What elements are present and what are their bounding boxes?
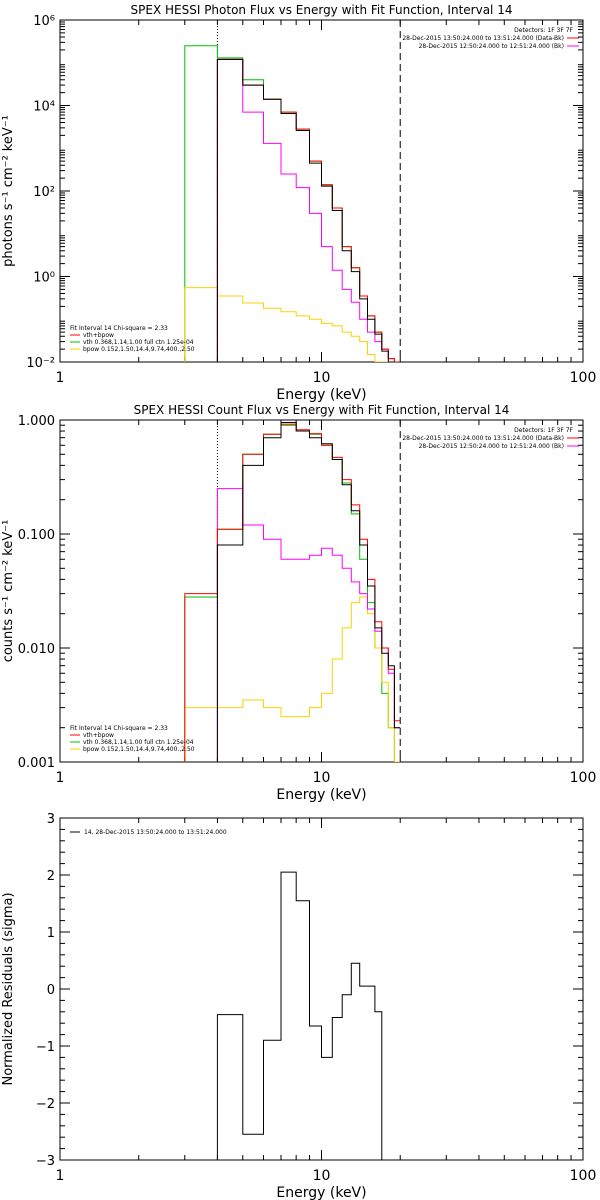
legend-entry: 28-Dec-2015 13:50:24.000 to 13:51:24.000… <box>402 35 564 42</box>
x-tick-label: 10 <box>313 770 331 786</box>
y-axis-label: photons s⁻¹ cm⁻² keV⁻¹ <box>1 115 16 267</box>
x-axis-label: Energy (keV) <box>276 787 366 803</box>
chart-3: 1 10 100 −3 −2 −1 0 1 2 3 Energy (keV) Normalized R… <box>1 812 596 1200</box>
series-background <box>216 58 401 362</box>
x-tick-label: 1 <box>56 1168 65 1184</box>
x-tick-label: 100 <box>570 770 597 786</box>
series-bpow <box>184 287 389 362</box>
series-vth <box>184 45 389 362</box>
y-tick-label: 10⁰ <box>33 271 55 286</box>
x-tick-label: 100 <box>570 370 597 386</box>
series-data-bk <box>216 422 401 762</box>
series-data-bk <box>216 58 395 362</box>
legend-entry: 28-Dec-2015 12:50:24.000 to 12:51:24.000… <box>419 43 564 50</box>
series-14-28-dec-2015-13-50-24-000-to-13-51-24-000 <box>216 871 401 1160</box>
chart-title: SPEX HESSI Photon Flux vs Energy with Fi… <box>131 3 513 17</box>
series-vth-bpow <box>216 58 401 362</box>
y-tick-label: 1.000 <box>18 414 55 429</box>
legend-fit-header: Fit Interval 14 Chi-square = 2.33 <box>70 725 168 732</box>
legend-entry: bpow 0.152,1.50,14.4,9.74,400.,2.50 <box>83 746 195 753</box>
chart-title: SPEX HESSI Count Flux vs Energy with Fit… <box>134 403 510 417</box>
x-tick-label: 100 <box>570 1168 597 1184</box>
series-group <box>184 45 401 362</box>
legend-entry: vth+bpow <box>83 332 114 339</box>
chart-1: SPEX HESSI Photon Flux vs Energy with Fi… <box>1 3 596 403</box>
x-tick-label: 1 <box>56 370 65 386</box>
y-tick-label: −3 <box>36 1154 55 1169</box>
series-bpow <box>184 596 401 762</box>
chart-2: SPEX HESSI Count Flux vs Energy with Fit… <box>1 403 596 803</box>
legend-entry: vth+bpow <box>83 732 114 739</box>
y-tick-label: 3 <box>47 812 55 827</box>
legend-entry: 14, 28-Dec-2015 13:50:24.000 to 13:51:24… <box>84 829 227 836</box>
y-tick-label: 10⁴ <box>33 100 55 115</box>
y-tick-label: 1 <box>47 926 55 941</box>
plot-frame <box>59 419 584 763</box>
y-tick-label: 10⁶ <box>33 14 55 29</box>
x-tick-label: 10 <box>313 370 331 386</box>
y-tick-label: 2 <box>47 869 55 884</box>
legend-entry: 28-Dec-2015 13:50:24.000 to 13:51:24.000… <box>402 435 564 442</box>
x-axis-label: Energy (keV) <box>276 387 366 403</box>
x-tick-label: 1 <box>56 770 65 786</box>
legend-fit-header: Fit Interval 14 Chi-square = 2.33 <box>70 325 168 332</box>
y-tick-label: 0 <box>47 983 55 998</box>
y-tick-label: 10⁻² <box>26 356 55 371</box>
legend-entry: 28-Dec-2015 12:50:24.000 to 12:51:24.000… <box>419 443 564 450</box>
x-tick-label: 10 <box>313 1168 331 1184</box>
y-tick-label: −1 <box>36 1040 55 1055</box>
series-background <box>216 488 401 762</box>
series-group <box>184 422 401 762</box>
y-tick-label: −2 <box>36 1097 55 1112</box>
plot-frame <box>59 817 584 1161</box>
y-axis-label: Normalized Residuals (sigma) <box>1 892 16 1085</box>
legend-detectors: Detectors: 1F 3F 7F <box>514 427 573 434</box>
y-axis-label: counts s⁻¹ cm⁻² keV⁻¹ <box>1 520 16 663</box>
legend-entry: bpow 0.152,1.50,14.4,9.74,400.,2.50 <box>83 346 195 353</box>
legend-entry: vth 0.368,1.14,1.00 full ctn 1.25e-04 <box>83 739 194 746</box>
y-tick-label: 10² <box>33 185 55 200</box>
y-tick-label: 0.100 <box>18 528 55 543</box>
y-tick-label: 0.001 <box>18 756 55 771</box>
plot-frame <box>59 19 584 363</box>
y-tick-label: 0.010 <box>18 642 55 657</box>
x-axis-label: Energy (keV) <box>276 1185 366 1200</box>
series-group <box>216 871 401 1160</box>
legend-entry: vth 0.368,1.14,1.00 full ctn 1.25e-04 <box>83 339 194 346</box>
legend-detectors: Detectors: 1F 3F 7F <box>514 27 573 34</box>
